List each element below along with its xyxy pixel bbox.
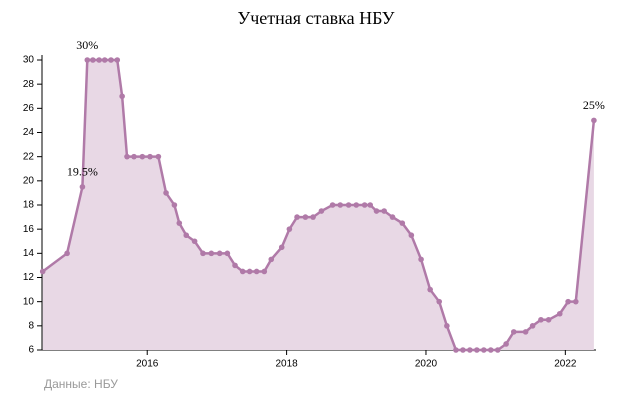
point: [79, 184, 86, 190]
point: [124, 153, 130, 160]
point: [418, 256, 424, 263]
point: [510, 329, 517, 335]
point: [191, 238, 198, 245]
point: [538, 316, 544, 323]
value-label: 30%: [76, 38, 98, 52]
point: [302, 214, 309, 220]
chart-title: Учетная ставка НБУ: [237, 8, 394, 28]
point: [183, 232, 190, 239]
point: [345, 202, 352, 208]
point: [329, 202, 336, 208]
point: [268, 256, 275, 263]
point: [208, 250, 215, 257]
point: [408, 232, 415, 239]
point: [216, 250, 223, 257]
value-label: 25%: [583, 98, 605, 112]
point: [246, 268, 253, 275]
point: [474, 347, 480, 353]
point: [487, 347, 494, 353]
y-tick-label: 12: [23, 272, 35, 283]
point: [381, 208, 387, 214]
point: [155, 153, 162, 160]
point: [399, 220, 406, 226]
point: [436, 298, 443, 305]
point: [494, 347, 501, 353]
point: [64, 250, 70, 257]
x-tick-label: 2022: [554, 359, 577, 370]
point: [318, 208, 325, 214]
point: [427, 286, 433, 293]
point: [353, 202, 360, 208]
point: [90, 57, 96, 63]
y-tick-label: 6: [28, 345, 34, 356]
point: [96, 57, 102, 63]
y-tick-label: 10: [23, 296, 35, 307]
y-tick-label: 30: [23, 55, 35, 66]
point: [171, 202, 178, 208]
y-tick-label: 28: [23, 79, 35, 90]
point: [389, 214, 396, 220]
y-tick-label: 26: [23, 103, 35, 114]
point: [239, 268, 246, 275]
point: [337, 202, 344, 208]
point: [253, 268, 260, 275]
point: [529, 323, 536, 329]
value-label: 19.5%: [67, 165, 98, 179]
point: [232, 262, 238, 269]
point: [481, 347, 487, 353]
point: [572, 298, 579, 305]
point: [176, 220, 183, 226]
point: [163, 190, 169, 196]
point: [556, 310, 563, 317]
point: [286, 226, 293, 232]
point: [453, 347, 459, 353]
point: [503, 341, 509, 347]
y-tick-label: 14: [23, 248, 35, 259]
y-tick-label: 18: [23, 200, 35, 211]
point: [84, 57, 91, 63]
point: [460, 347, 466, 353]
point: [101, 57, 108, 63]
y-tick-label: 22: [23, 151, 35, 162]
x-tick-label: 2020: [415, 359, 438, 370]
point: [200, 250, 206, 257]
point: [224, 250, 231, 257]
x-tick-label: 2018: [275, 359, 298, 370]
point: [522, 329, 529, 335]
area: [42, 60, 594, 350]
point: [131, 153, 137, 160]
point: [444, 323, 450, 329]
point: [361, 202, 368, 208]
point: [467, 347, 473, 353]
point: [147, 153, 153, 160]
point: [39, 268, 46, 275]
point: [278, 244, 285, 251]
point: [139, 153, 146, 160]
point: [261, 268, 268, 275]
point: [108, 57, 114, 63]
point: [373, 208, 380, 214]
point: [367, 202, 374, 208]
point: [545, 316, 552, 323]
source: Данные: НБУ: [44, 377, 118, 391]
y-tick-label: 8: [28, 320, 34, 331]
point: [565, 298, 571, 305]
y-tick-label: 20: [23, 175, 35, 186]
x-tick-label: 2016: [136, 359, 159, 370]
y-tick-label: 16: [23, 224, 35, 235]
point: [310, 214, 316, 220]
y-tick-label: 24: [23, 127, 35, 138]
point: [294, 214, 300, 220]
point: [114, 57, 121, 63]
point: [119, 93, 125, 100]
point: [591, 117, 597, 124]
